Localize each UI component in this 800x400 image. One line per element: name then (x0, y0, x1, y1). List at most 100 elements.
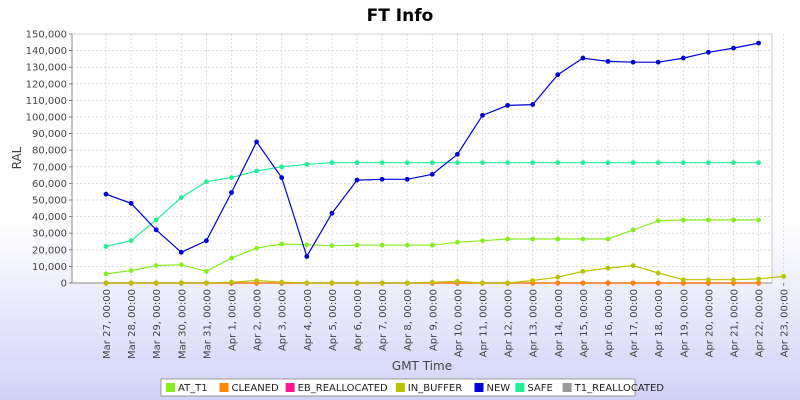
legend-item-in-buffer: IN_BUFFER (395, 383, 462, 394)
x-tick-label: Apr 4, 00:00 (303, 289, 314, 351)
data-point-new (555, 72, 561, 78)
y-tick-label: 90,000 (32, 129, 67, 140)
x-tick-label: Apr 5, 00:00 (328, 289, 339, 351)
data-point-in-buffer (204, 280, 209, 286)
data-point-in-buffer (530, 278, 536, 283)
data-point-in-buffer (455, 278, 460, 284)
x-tick-label: Apr 8, 00:00 (403, 289, 414, 351)
data-point-new (756, 40, 761, 46)
data-point-in-buffer (605, 265, 611, 271)
x-tick-label: Apr 9, 00:00 (428, 289, 439, 351)
x-tick-label: Apr 10, 00:00 (453, 289, 464, 357)
data-point-in-buffer (379, 280, 385, 286)
data-point-new (731, 45, 736, 51)
data-point-new (103, 191, 109, 197)
data-point-safe (731, 160, 736, 166)
data-point-in-buffer (756, 276, 761, 282)
y-tick-label: 110,000 (26, 96, 67, 107)
data-point-new (530, 102, 536, 107)
x-tick-label: Apr 11, 00:00 (479, 289, 490, 357)
data-point-at-t1 (706, 217, 711, 223)
data-point-safe (680, 160, 686, 166)
y-tick-label: 140,000 (26, 46, 67, 57)
y-tick-label: 20,000 (32, 245, 67, 256)
data-point-safe (756, 160, 761, 166)
data-point-safe (379, 160, 385, 166)
data-point-safe (153, 217, 159, 223)
legend-label-eb-reallocated: EB_REALLOCATED (298, 383, 388, 394)
legend-label-t1-reallocated: T1_REALLOCATED (574, 383, 665, 394)
data-point-in-buffer (630, 263, 636, 268)
data-point-in-buffer (354, 280, 360, 286)
data-point-cleaned (630, 280, 636, 286)
x-tick-label: Apr 15, 00:00 (579, 289, 590, 357)
data-point-new (404, 176, 410, 182)
data-point-safe (254, 168, 259, 174)
data-point-at-t1 (480, 238, 485, 244)
data-point-safe (480, 160, 485, 166)
data-point-new (605, 58, 611, 64)
legend-label-at-t1: AT_T1 (178, 383, 208, 394)
series-group (103, 40, 787, 286)
x-tick-label: Mar 31, 00:00 (202, 289, 213, 359)
x-tick-label: Apr 2, 00:00 (253, 289, 264, 351)
data-point-new (254, 139, 259, 145)
x-tick-label: Apr 12, 00:00 (504, 289, 515, 357)
legend-swatch-new (474, 383, 484, 392)
data-point-safe (429, 160, 435, 166)
data-point-in-buffer (480, 280, 485, 286)
data-point-at-t1 (128, 268, 134, 273)
x-tick-label: Mar 28, 00:00 (127, 289, 138, 359)
y-tick-label: 0 (61, 279, 67, 290)
data-point-in-buffer (580, 268, 586, 274)
legend-item-safe: SAFE (515, 383, 553, 394)
data-point-cleaned (731, 280, 736, 286)
data-point-safe (103, 244, 109, 249)
legend-swatch-cleaned (219, 383, 229, 392)
data-point-new (580, 55, 586, 61)
data-point-in-buffer (103, 280, 109, 286)
data-point-cleaned (756, 280, 761, 286)
data-point-safe (304, 161, 310, 167)
data-point-safe (455, 160, 460, 166)
legend-swatch-eb-reallocated (285, 383, 295, 392)
legend-item-cleaned: CLEANED (219, 383, 279, 394)
x-tick-label: Apr 18, 00:00 (654, 289, 665, 357)
data-point-new (379, 176, 385, 182)
y-tick-label: 150,000 (26, 30, 67, 41)
y-tick-label: 30,000 (32, 229, 67, 240)
data-point-at-t1 (379, 242, 385, 248)
legend: AT_T1 CLEANED EB_REALLOCATED IN_BUFFER NEW SA… (166, 383, 664, 394)
data-point-new (329, 210, 335, 216)
legend-label-safe: SAFE (527, 383, 552, 394)
data-point-safe (630, 160, 636, 166)
data-point-new (178, 249, 184, 255)
data-point-in-buffer (178, 280, 184, 286)
x-axis-label: GMT Time (392, 359, 452, 373)
data-point-safe (229, 175, 234, 180)
data-point-cleaned (706, 280, 711, 286)
data-point-new (354, 177, 360, 183)
data-point-new (304, 254, 310, 259)
legend-item-eb-reallocated: EB_REALLOCATED (285, 383, 388, 394)
x-tick-label: Apr 22, 00:00 (755, 289, 766, 357)
data-point-safe (555, 160, 561, 166)
y-tick-label: 130,000 (26, 63, 67, 74)
data-point-in-buffer (655, 270, 661, 276)
x-tick-label: Mar 30, 00:00 (177, 289, 188, 359)
y-tick-label: 80,000 (32, 146, 67, 157)
data-point-safe (204, 179, 209, 185)
x-tick-label: Apr 13, 00:00 (529, 289, 540, 357)
data-point-at-t1 (304, 242, 310, 248)
data-point-safe (354, 160, 360, 166)
legend-swatch-t1-reallocated (562, 383, 572, 392)
data-point-at-t1 (103, 271, 109, 277)
y-tick-label: 50,000 (32, 196, 67, 207)
legend-label-new: NEW (487, 383, 511, 394)
legend-label-in-buffer: IN_BUFFER (408, 383, 462, 394)
data-point-new (505, 102, 510, 108)
data-point-safe (279, 164, 285, 170)
data-point-in-buffer (505, 280, 510, 286)
x-tick-label: Apr 21, 00:00 (730, 289, 741, 357)
data-point-at-t1 (580, 236, 586, 242)
